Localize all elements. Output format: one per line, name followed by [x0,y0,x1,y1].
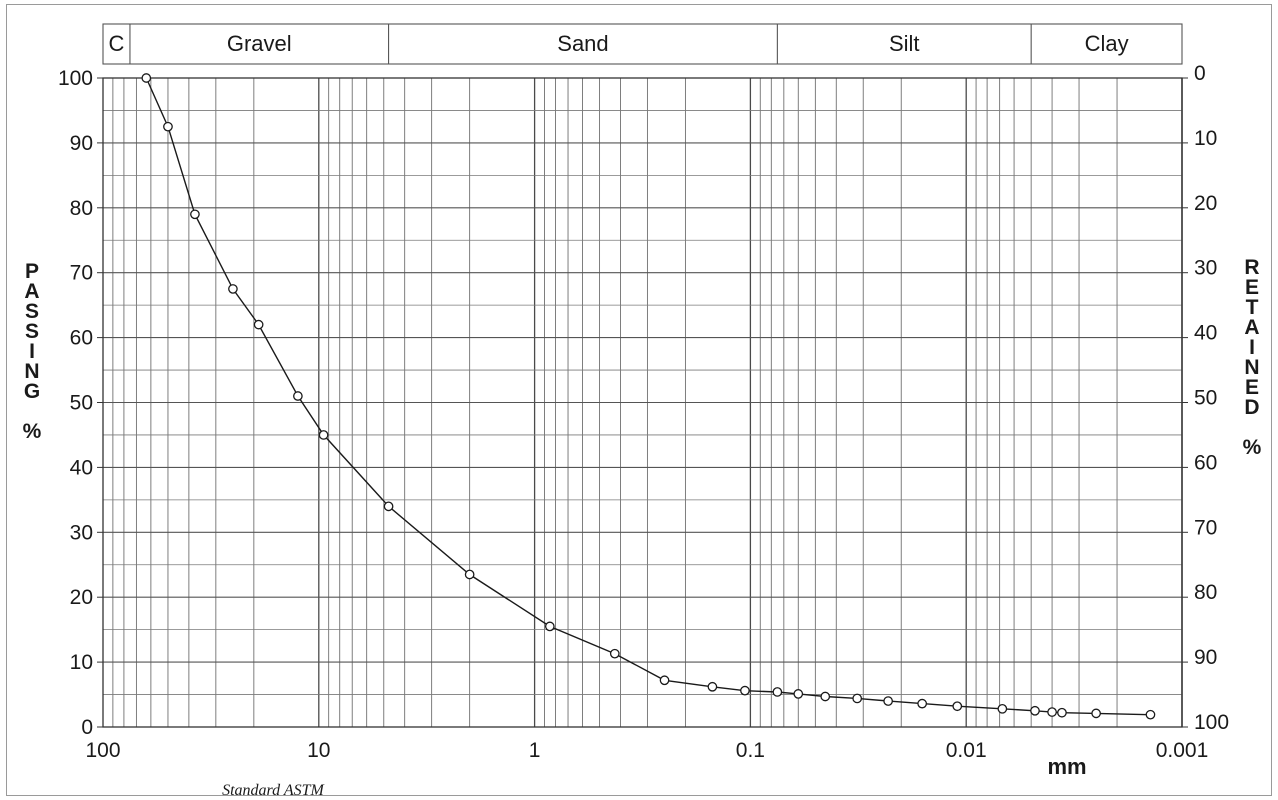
data-point [1030,705,1040,716]
y-right-tick-label: 60 [1194,451,1217,474]
soil-zone-header: C Gravel Sand Silt Clay [102,23,1183,65]
y-axis-left-label: P A S S I N G % [22,260,42,443]
data-point [997,703,1008,714]
chart-grid [102,77,1183,728]
data-point [190,209,200,220]
y-left-tick-label: 70 [70,262,93,285]
data-point [952,701,963,712]
zone-label-sand: Sand [557,31,608,56]
zone-label-gravel: Gravel [227,31,292,56]
y-right-tick-label: 80 [1194,581,1217,604]
data-point [293,391,303,401]
gradation-curve [141,73,1156,720]
data-point [228,284,238,294]
data-point [707,681,718,692]
y-left-tick-label: 90 [70,132,93,155]
y-left-tick-label: 0 [81,716,93,739]
data-point [1145,709,1156,720]
zone-header-box [102,23,1183,65]
x-tick-label: 1 [529,739,541,762]
y-right-tick-label: 10 [1194,127,1217,150]
zone-label-silt: Silt [889,31,920,56]
y-right-tick-label: 20 [1194,192,1217,215]
y-right-tick-label: 50 [1194,387,1217,410]
data-point [544,621,555,632]
zone-label-clay: Clay [1085,31,1129,56]
data-point [609,648,620,659]
x-tick-label: 0.01 [946,739,987,762]
y-left-tick-label: 100 [58,67,93,90]
data-point [163,121,173,132]
y-left-tick-label: 20 [70,586,93,609]
standard-caption: Standard ASTM [222,782,325,799]
y-left-tick-label: 40 [70,456,93,479]
y-left-tick-label: 50 [70,392,93,415]
x-axis-unit-label: mm [1047,754,1086,779]
data-point [820,691,831,702]
data-point [1091,708,1101,719]
y-right-tick-label: 30 [1194,257,1217,280]
x-tick-label: 100 [85,739,120,762]
y-right-tick-label: 70 [1194,516,1217,539]
x-tick-label: 0.001 [1156,739,1209,762]
data-point [793,689,804,699]
chart-axes: 100 10 1 0.1 0.01 0.0010102030405060708090100… [58,62,1229,762]
zone-label-c: C [109,31,125,56]
data-point [1057,707,1067,718]
y-left-tick-label: 60 [70,327,93,350]
y-right-tick-label: 90 [1194,646,1217,669]
y-right-tick-label: 100 [1194,711,1229,734]
data-point [383,501,394,512]
data-point [318,430,329,440]
y-right-tick-label: 0 [1194,62,1206,85]
data-point [253,319,264,330]
data-point [772,687,783,697]
data-point [141,73,152,83]
data-point [917,698,928,709]
chart-frame [6,4,1272,796]
data-point [740,685,750,696]
data-point [659,675,670,686]
data-point [852,693,863,704]
y-right-tick-label: 40 [1194,322,1217,345]
y-left-tick-label: 80 [70,197,93,220]
data-point [883,696,893,706]
y-left-tick-label: 30 [70,521,93,544]
y-axis-right-label: R E T A I N E D % [1242,256,1262,459]
x-tick-label: 0.1 [736,739,765,762]
data-point [464,569,475,580]
y-left-tick-label: 10 [70,651,93,674]
data-point [1047,707,1057,717]
x-tick-label: 10 [307,739,330,762]
